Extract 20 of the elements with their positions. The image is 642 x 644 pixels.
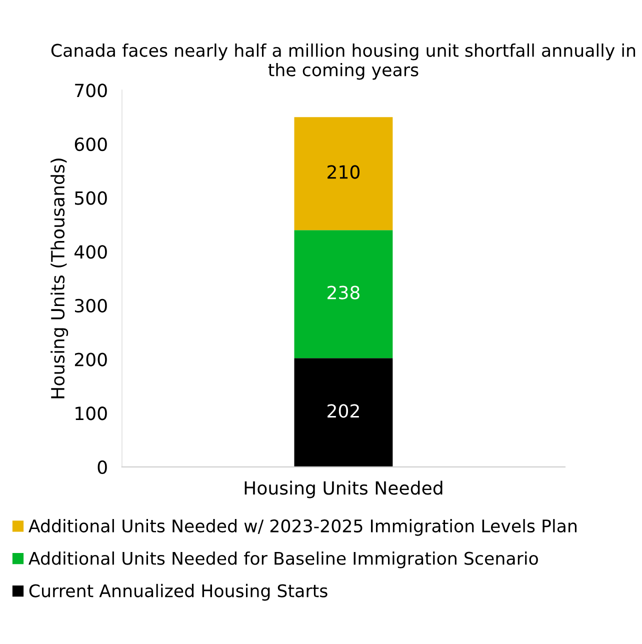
- y-tick-label: 0: [98, 460, 107, 474]
- data-label: 238: [328, 286, 360, 300]
- chart-title: Canada faces nearly half a million housing unit shortfall annually in the coming years: [51, 44, 636, 80]
- y-tick-label: 100: [76, 406, 107, 420]
- bar: [294, 358, 393, 467]
- legend-label: Additional Units Needed w/ 2023-2025 Immigration Levels Plan: [28, 519, 576, 536]
- data-label: 210: [328, 165, 360, 179]
- bar: [294, 117, 393, 230]
- y-tick-label: 400: [74, 245, 107, 259]
- y-tick-label: 700: [75, 84, 107, 98]
- x-tick-label: Housing Units Needed: [244, 480, 442, 498]
- y-tick-label: 600: [74, 137, 107, 152]
- y-tick-label: 500: [75, 191, 107, 205]
- legend-label: Additional Units Needed for Baseline Immigration Scenario: [28, 551, 538, 568]
- y-tick-label: 200: [74, 352, 107, 366]
- legend-label: Current Annualized Housing Starts: [29, 584, 328, 601]
- bar: [294, 230, 393, 358]
- y-axis-title: Housing Units (Thousands): [50, 158, 68, 398]
- y-tick-label: 300: [75, 298, 107, 313]
- data-label: 202: [328, 404, 359, 418]
